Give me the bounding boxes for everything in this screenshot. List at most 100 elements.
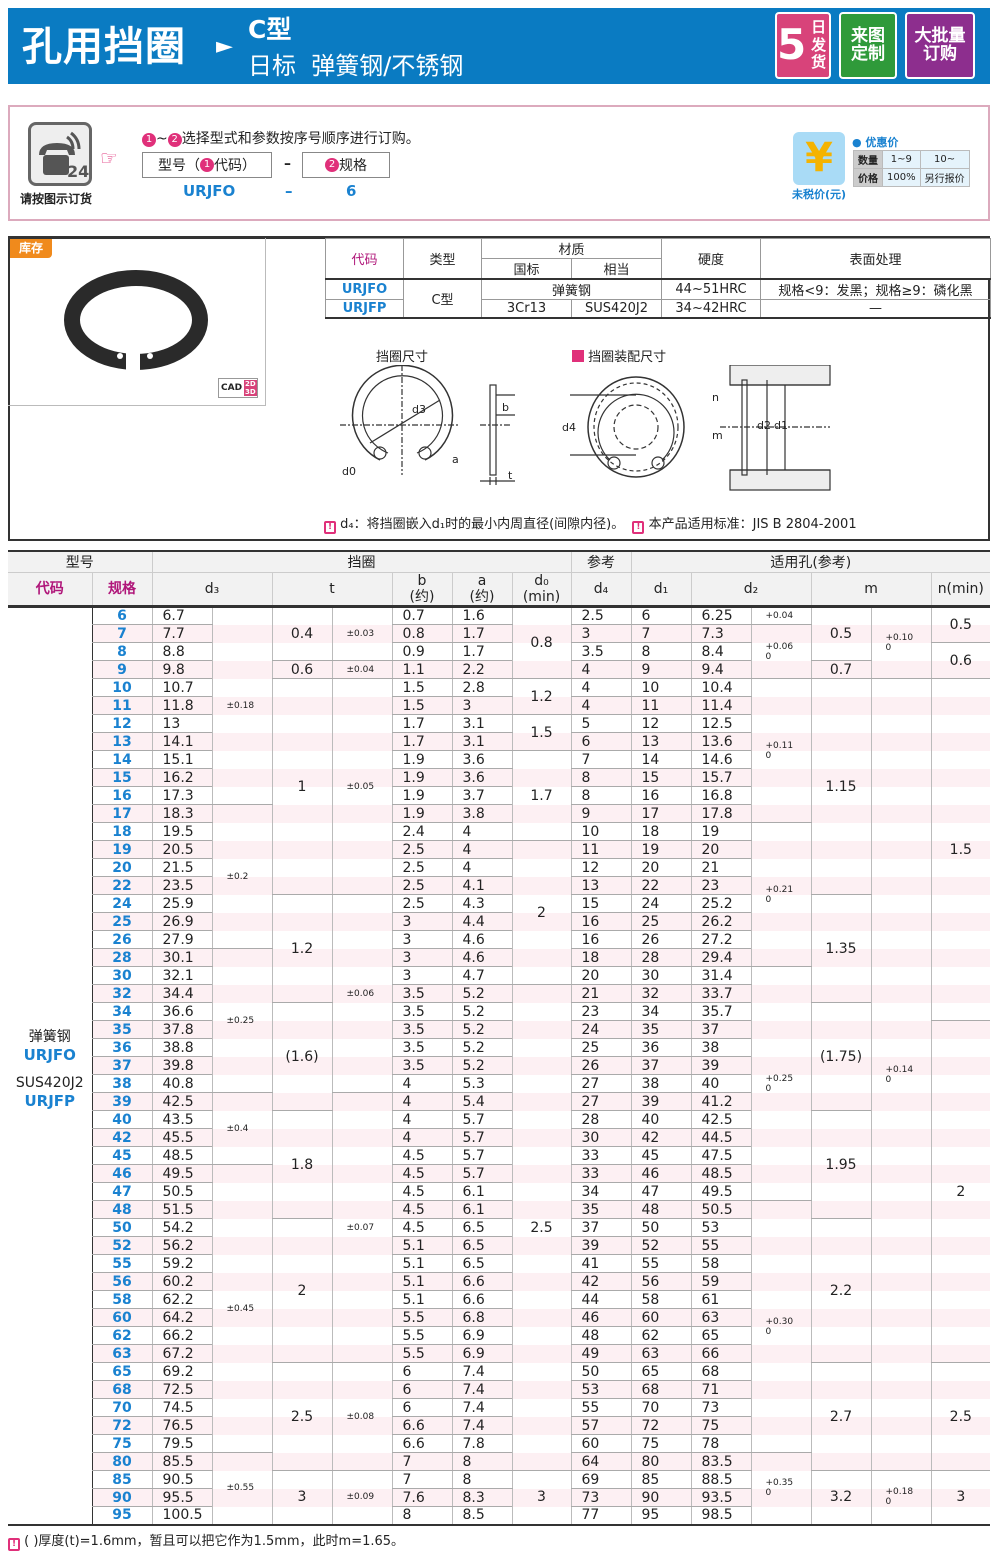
spec-link[interactable]: 26	[91, 930, 152, 949]
spec-link[interactable]: 62	[91, 1326, 152, 1345]
d4-cell: 16	[570, 930, 632, 949]
d2-cell: 40	[690, 1074, 752, 1093]
spec-link[interactable]: 56	[91, 1272, 152, 1291]
spec-link[interactable]: 37	[91, 1056, 152, 1075]
d4-cell: 60	[570, 1434, 632, 1453]
spec-link[interactable]: 58	[91, 1290, 152, 1309]
code-link[interactable]: URJFP	[325, 299, 404, 318]
cad-download-button[interactable]: CAD 2D 3D	[218, 378, 258, 398]
assembly-drawing	[570, 365, 831, 491]
spec-link[interactable]: 34	[91, 1002, 152, 1021]
spec-link[interactable]: 38	[91, 1074, 152, 1093]
spec-link[interactable]: 30	[91, 966, 152, 985]
spec-link[interactable]: 32	[91, 984, 152, 1003]
table-row: 弹簧钢 URJFO SUS420J2 URJFP 6 6.7 ±0.18 0.4 ±0.03 0.…	[8, 606, 991, 1525]
label: (约)	[409, 589, 435, 605]
spec-link[interactable]: 60	[91, 1308, 152, 1327]
label-t: t	[508, 469, 513, 482]
spec-link[interactable]: 48	[91, 1200, 152, 1219]
spec-link[interactable]: 40	[91, 1110, 152, 1129]
d2-cell: 59	[690, 1272, 752, 1291]
code-link[interactable]: URJFO	[23, 1046, 76, 1064]
code-link[interactable]: URJFO	[325, 278, 404, 300]
spec-link[interactable]: 63	[91, 1344, 152, 1363]
a-cell: 7.4	[451, 1416, 512, 1435]
b-cell: 1.5	[391, 696, 452, 715]
d2-cell: 49.5	[690, 1182, 752, 1201]
spec-link[interactable]: 9	[91, 660, 152, 679]
spec-link[interactable]: 17	[91, 804, 152, 823]
lower-tolerance: 0	[765, 1488, 772, 1499]
spec-link[interactable]: 12	[91, 714, 152, 733]
b-cell: 2.5	[391, 876, 452, 895]
d4-cell: 18	[570, 948, 632, 967]
value: 0.6	[290, 661, 314, 678]
spec-link[interactable]: 14	[91, 750, 152, 769]
b-cell: 5.1	[391, 1272, 452, 1291]
spec-link[interactable]: 16	[91, 786, 152, 805]
spec-link[interactable]: 75	[91, 1434, 152, 1453]
value: 0.5	[949, 617, 972, 633]
spec-link[interactable]: 19	[91, 840, 152, 859]
spec-link[interactable]: 46	[91, 1164, 152, 1183]
price-row: 价格 100% 另行报价	[853, 168, 970, 187]
spec-link[interactable]: 6	[91, 606, 152, 625]
spec-link[interactable]: 24	[91, 894, 152, 913]
spec-link[interactable]: 52	[91, 1236, 152, 1255]
table-row: 40 43.5 1.8 4 5.7 28 40 42.5 1.95	[8, 1110, 990, 1219]
d3-cell: 37.8	[151, 1020, 212, 1039]
spec-link[interactable]: 36	[91, 1038, 152, 1057]
col-n: n(min)	[930, 572, 991, 607]
spec-link[interactable]: 50	[91, 1218, 152, 1237]
spec-link[interactable]: 35	[91, 1020, 152, 1039]
spec-link[interactable]: 13	[91, 732, 152, 751]
b-cell: 3	[391, 948, 452, 967]
lower-tolerance: 0	[885, 643, 892, 653]
spec-link[interactable]: 22	[91, 876, 152, 895]
header-gb: 国标	[481, 258, 572, 280]
spec-link[interactable]: 25	[91, 912, 152, 931]
value: (1.6)	[285, 1048, 319, 1065]
spec-link[interactable]: 90	[91, 1488, 152, 1507]
t-tol-cell: ±0.06	[331, 894, 392, 1093]
b-cell: 7	[391, 1470, 452, 1489]
spec-link[interactable]: 70	[91, 1398, 152, 1417]
spec-link[interactable]: 15	[91, 768, 152, 787]
spec-link[interactable]: 68	[91, 1380, 152, 1399]
value: 1.5	[949, 841, 972, 858]
d3-cell: 26.9	[151, 912, 212, 931]
t-tol-cell: ±0.03	[331, 606, 392, 661]
table-row: 24 25.9 1.2 ±0.06 2.5 4.3 15 24 25.2 1.35	[8, 894, 990, 1093]
table-row: 11 11.8 1.5 3 4 11 11.4	[8, 696, 990, 715]
spec-link[interactable]: 80	[91, 1452, 152, 1471]
cad-3d: 3D	[245, 388, 256, 396]
spec-link[interactable]: 85	[91, 1470, 152, 1489]
spec-link[interactable]: 18	[91, 822, 152, 841]
t-cell: 1	[271, 678, 332, 895]
d4-cell: 39	[570, 1236, 632, 1255]
spec-link[interactable]: 65	[91, 1362, 152, 1381]
spec-link[interactable]: 55	[91, 1254, 152, 1273]
spec-link[interactable]: 11	[91, 696, 152, 715]
d3-cell: 7.7	[151, 624, 212, 643]
table-row: 19 20.5 2.5 4 2 11 19 20	[8, 840, 990, 985]
spec-link[interactable]: 72	[91, 1416, 152, 1435]
label-d2: d2	[757, 419, 771, 432]
spec-link[interactable]: 28	[91, 948, 152, 967]
table-row: 65 69.2 2.5 ±0.08 6 7.4 50 65 68 2.7 2.5	[8, 1362, 991, 1471]
spec-link[interactable]: 10	[91, 678, 152, 697]
spec-link[interactable]: 42	[91, 1128, 152, 1147]
code-link[interactable]: URJFP	[24, 1092, 76, 1110]
spec-link[interactable]: 8	[91, 642, 152, 661]
spec-link[interactable]: 45	[91, 1146, 152, 1165]
a-cell: 1.7	[451, 642, 512, 661]
spec-link[interactable]: 47	[91, 1182, 152, 1201]
value: 0.5	[829, 626, 853, 642]
spec-link[interactable]: 7	[91, 624, 152, 643]
spec-link[interactable]: 20	[91, 858, 152, 877]
spec-link[interactable]: 39	[91, 1092, 152, 1111]
spec-link[interactable]: 95	[91, 1506, 152, 1525]
d4-cell: 8	[570, 768, 632, 787]
d4-cell: 3	[570, 624, 632, 643]
d1-cell: 20	[630, 858, 692, 877]
